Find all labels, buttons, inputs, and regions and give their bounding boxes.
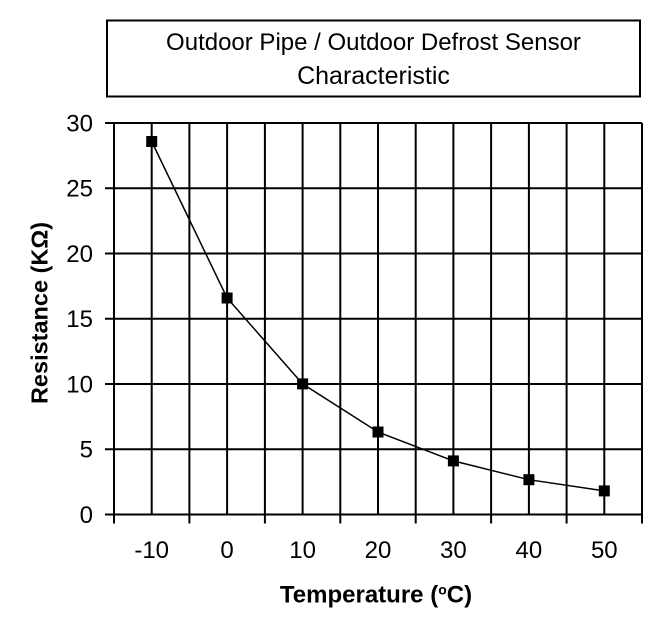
svg-text:5: 5: [80, 437, 93, 464]
svg-text:30: 30: [440, 537, 467, 564]
svg-text:0: 0: [80, 502, 93, 529]
svg-text:25: 25: [66, 176, 93, 203]
svg-text:Resistance (KΩ): Resistance (KΩ): [27, 222, 53, 404]
svg-text:10: 10: [289, 537, 316, 564]
svg-text:Characteristic: Characteristic: [297, 62, 450, 90]
svg-text:50: 50: [591, 537, 618, 564]
svg-text:15: 15: [66, 306, 93, 333]
svg-text:Outdoor Pipe / Outdoor Defrost: Outdoor Pipe / Outdoor Defrost Sensor: [166, 29, 581, 56]
svg-text:20: 20: [66, 241, 93, 268]
svg-text:10: 10: [66, 371, 93, 398]
svg-text:0: 0: [220, 537, 233, 564]
svg-text:20: 20: [365, 537, 392, 564]
svg-text:40: 40: [516, 537, 543, 564]
svg-text:-10: -10: [134, 537, 169, 564]
svg-text:30: 30: [66, 110, 93, 137]
